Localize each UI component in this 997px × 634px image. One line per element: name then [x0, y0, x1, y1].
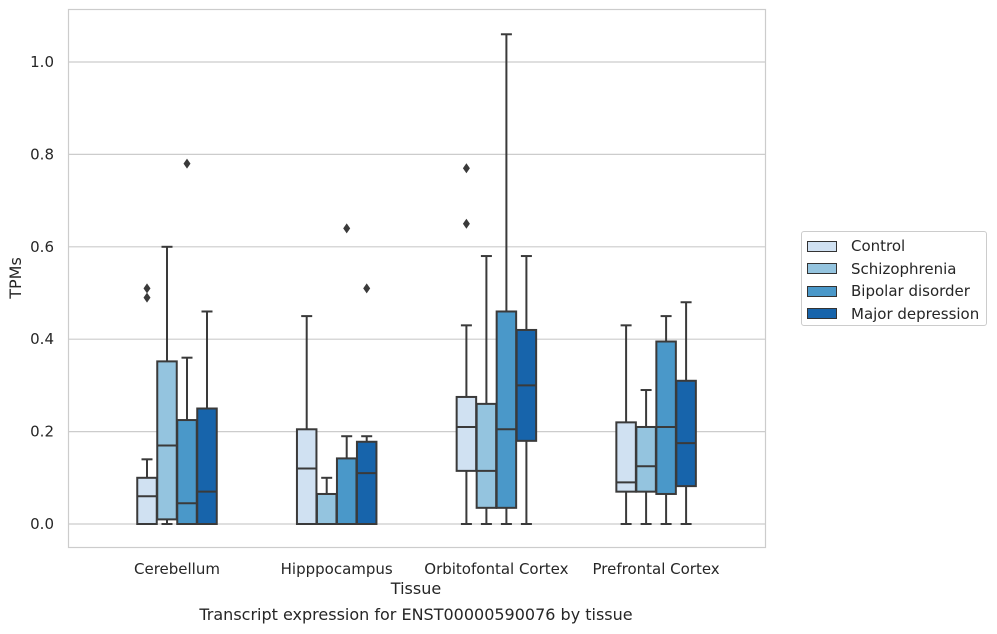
y-tick-label: 0.8 — [30, 145, 54, 163]
y-tick-label: 0.4 — [30, 330, 54, 348]
box — [635, 425, 657, 493]
legend-swatch — [807, 240, 837, 252]
plot-frame — [67, 8, 767, 549]
outlier-point — [343, 223, 351, 234]
box — [136, 476, 158, 525]
box — [156, 360, 178, 521]
x-tick-label: Cerebellum — [134, 560, 220, 578]
outlier-point — [143, 292, 151, 303]
x-tick-label: Prefrontal Cortex — [592, 560, 719, 578]
box — [455, 395, 478, 472]
box-group — [335, 223, 358, 525]
box-group — [495, 33, 518, 525]
legend: Control Schizophrenia Bipolar disorder Majo… — [801, 231, 987, 326]
x-tick-label: Orbitofontal Cortex — [424, 560, 568, 578]
box — [355, 440, 378, 526]
box-group — [615, 324, 637, 525]
box — [315, 492, 338, 526]
box — [675, 379, 697, 488]
x-ticks: Cerebellum Hipppocampus Orbitofontal Corte… — [134, 560, 720, 578]
legend-item: Control — [807, 235, 986, 258]
y-tick-label: 0.0 — [30, 515, 54, 533]
x-tick-label: Hipppocampus — [281, 560, 393, 578]
legend-label: Major depression — [851, 304, 980, 323]
box-group — [475, 255, 498, 525]
figure-caption: Transcript expression for ENST0000059007… — [199, 605, 633, 624]
box — [176, 419, 198, 525]
legend-swatch — [807, 285, 837, 297]
box-group — [176, 158, 198, 525]
outlier-point — [183, 158, 191, 169]
boxes — [136, 33, 697, 526]
y-ticks: 0.0 0.2 0.4 0.6 0.8 1.0 — [30, 53, 54, 533]
box-group — [515, 255, 538, 525]
legend-item: Major depression — [807, 303, 986, 326]
box-group — [295, 315, 318, 526]
outlier-point — [363, 283, 371, 294]
outlier-point — [462, 218, 470, 229]
box-group — [196, 310, 218, 525]
legend-swatch — [807, 308, 837, 320]
box-group — [455, 163, 478, 525]
outlier-point — [143, 283, 151, 294]
y-tick-label: 0.2 — [30, 423, 54, 441]
box — [655, 340, 677, 495]
box-group — [156, 245, 178, 525]
box — [615, 421, 637, 493]
box-group — [675, 301, 697, 525]
outlier-point — [462, 163, 470, 174]
legend-label: Bipolar disorder — [851, 282, 970, 301]
y-tick-label: 0.6 — [30, 238, 54, 256]
legend-item: Schizophrenia — [807, 258, 986, 281]
box-group — [315, 476, 338, 526]
box-group — [355, 283, 378, 526]
box-group — [655, 315, 677, 525]
box — [335, 457, 358, 525]
y-axis-label: TPMs — [6, 257, 25, 300]
box-group — [635, 389, 657, 525]
legend-swatch — [807, 263, 837, 275]
box-group — [136, 283, 158, 525]
legend-item: Bipolar disorder — [807, 280, 986, 303]
y-tick-label: 1.0 — [30, 53, 54, 71]
box — [196, 407, 218, 525]
box — [475, 402, 498, 509]
box — [495, 310, 518, 509]
legend-label: Control — [851, 237, 906, 256]
legend-label: Schizophrenia — [851, 259, 957, 278]
x-axis-label: Tissue — [390, 579, 441, 598]
box — [295, 428, 318, 526]
